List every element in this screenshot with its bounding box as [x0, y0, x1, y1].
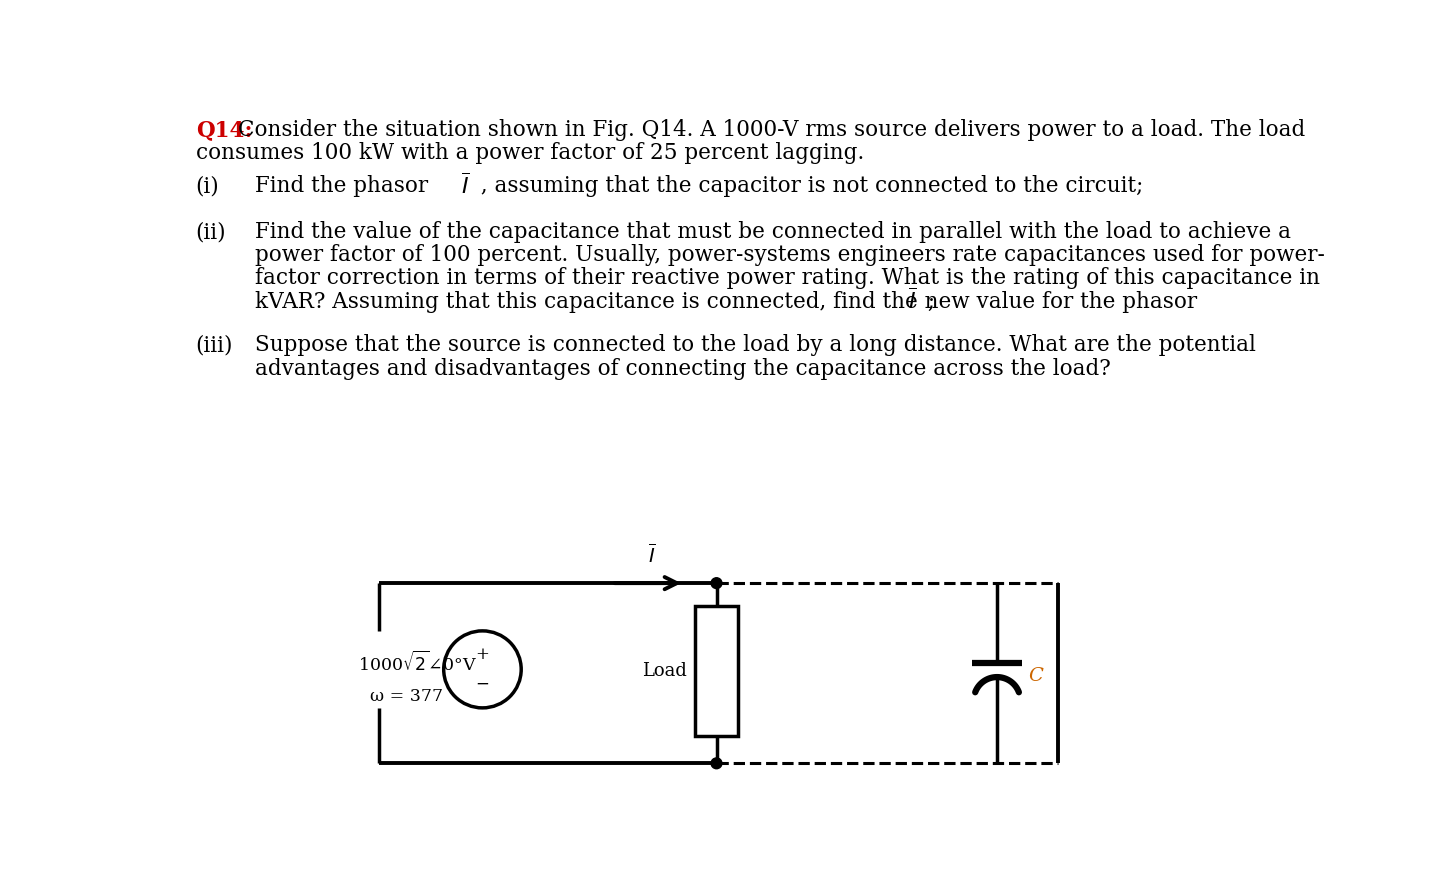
Text: $\overline{I}$: $\overline{I}$: [648, 543, 656, 566]
Text: power factor of 100 percent. Usually, power-systems engineers rate capacitances : power factor of 100 percent. Usually, po…: [256, 244, 1325, 266]
Text: Load: Load: [643, 662, 688, 680]
Text: ;: ;: [920, 291, 935, 313]
Circle shape: [711, 758, 723, 769]
Text: (ii): (ii): [196, 221, 227, 243]
Text: kVAR? Assuming that this capacitance is connected, find the new value for the ph: kVAR? Assuming that this capacitance is …: [256, 291, 1204, 313]
Text: $\overline{I}$: $\overline{I}$: [907, 289, 916, 315]
Text: 1000$\sqrt{2}$∠0°V: 1000$\sqrt{2}$∠0°V: [359, 651, 477, 675]
Text: (iii): (iii): [196, 334, 233, 357]
Text: Consider the situation shown in Fig. Q14. A 1000-V rms source delivers power to : Consider the situation shown in Fig. Q14…: [237, 119, 1304, 141]
Text: C: C: [1028, 667, 1043, 686]
Bar: [695, 606, 739, 736]
Text: ω = 377: ω = 377: [371, 687, 443, 704]
Text: −: −: [475, 676, 490, 693]
Text: advantages and disadvantages of connecting the capacitance across the load?: advantages and disadvantages of connecti…: [256, 358, 1111, 380]
Text: Find the value of the capacitance that must be connected in parallel with the lo: Find the value of the capacitance that m…: [256, 221, 1291, 243]
Circle shape: [711, 578, 723, 588]
Text: consumes 100 kW with a power factor of 25 percent lagging.: consumes 100 kW with a power factor of 2…: [196, 142, 864, 164]
Text: Q14:: Q14:: [196, 119, 252, 141]
Text: (i): (i): [196, 175, 220, 197]
Text: , assuming that the capacitor is not connected to the circuit;: , assuming that the capacitor is not con…: [474, 175, 1143, 197]
Text: $\overline{I}$: $\overline{I}$: [461, 174, 470, 199]
Text: Find the phasor: Find the phasor: [256, 175, 435, 197]
Text: +: +: [475, 646, 490, 663]
Text: factor correction in terms of their reactive power rating. What is the rating of: factor correction in terms of their reac…: [256, 267, 1320, 290]
Text: Suppose that the source is connected to the load by a long distance. What are th: Suppose that the source is connected to …: [256, 334, 1256, 357]
